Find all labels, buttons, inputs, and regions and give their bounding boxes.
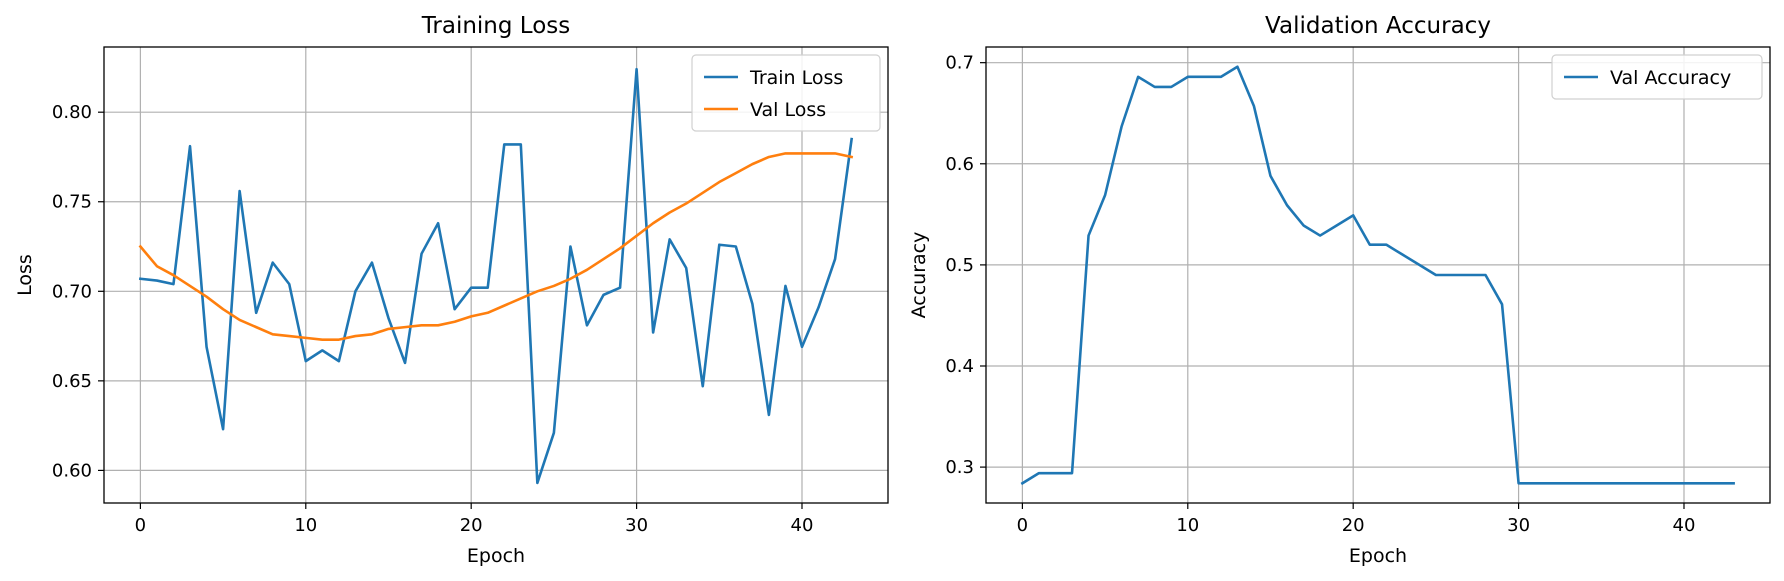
x-tick-label: 30 xyxy=(625,515,648,536)
x-axis-label: Epoch xyxy=(1349,545,1407,567)
legend-box xyxy=(691,54,881,132)
x-tick-label: 0 xyxy=(135,515,146,536)
x-axis-label: Epoch xyxy=(467,545,525,567)
training-loss-chart: 0 10 20 30 40 0.60 0.65 0.70 0.75 0.80 Training Lo… xyxy=(14,13,889,567)
y-tick-label: 0.4 xyxy=(945,356,974,377)
x-tick-label: 20 xyxy=(460,515,483,536)
legend: Val Accuracy xyxy=(1551,54,1763,100)
x-tick-label: 10 xyxy=(1176,515,1199,536)
plot-frame xyxy=(985,46,1771,504)
x-tick-label: 0 xyxy=(1017,515,1028,536)
series-line-val-loss xyxy=(138,152,854,341)
y-tick-label: 0.70 xyxy=(52,281,92,302)
y-tick-label: 0.6 xyxy=(945,154,974,175)
chart-title: Validation Accuracy xyxy=(1265,13,1491,39)
series-line-train-loss xyxy=(138,67,854,485)
y-axis-label: Loss xyxy=(14,254,36,296)
chart-title: Training Loss xyxy=(421,13,571,39)
legend-label-val-loss: Val Loss xyxy=(750,99,826,121)
y-tick-label: 0.60 xyxy=(52,460,92,481)
plot-frame xyxy=(103,46,889,504)
x-tick-label: 40 xyxy=(1673,515,1696,536)
x-tick-label: 30 xyxy=(1507,515,1530,536)
y-tick-label: 0.5 xyxy=(945,255,974,276)
y-tick-label: 0.3 xyxy=(945,457,974,478)
y-tick-label: 0.80 xyxy=(52,102,92,123)
x-tick-label: 40 xyxy=(791,515,814,536)
x-tick-label: 20 xyxy=(1342,515,1365,536)
legend-box xyxy=(1551,54,1763,100)
legend-label-val-accuracy: Val Accuracy xyxy=(1610,67,1731,89)
legend-label-train-loss: Train Loss xyxy=(749,67,843,89)
legend: Train Loss Val Loss xyxy=(691,54,881,132)
series-line-val-accuracy xyxy=(1020,65,1735,486)
y-axis-label: Accuracy xyxy=(908,232,930,319)
y-tick-label: 0.7 xyxy=(945,53,974,74)
y-tick-label: 0.75 xyxy=(52,192,92,213)
x-tick-label: 10 xyxy=(294,515,317,536)
validation-accuracy-chart: 0 10 20 30 40 0.3 0.4 0.5 0.6 0.7 Validation Accur… xyxy=(908,13,1771,567)
y-tick-label: 0.65 xyxy=(52,371,92,392)
